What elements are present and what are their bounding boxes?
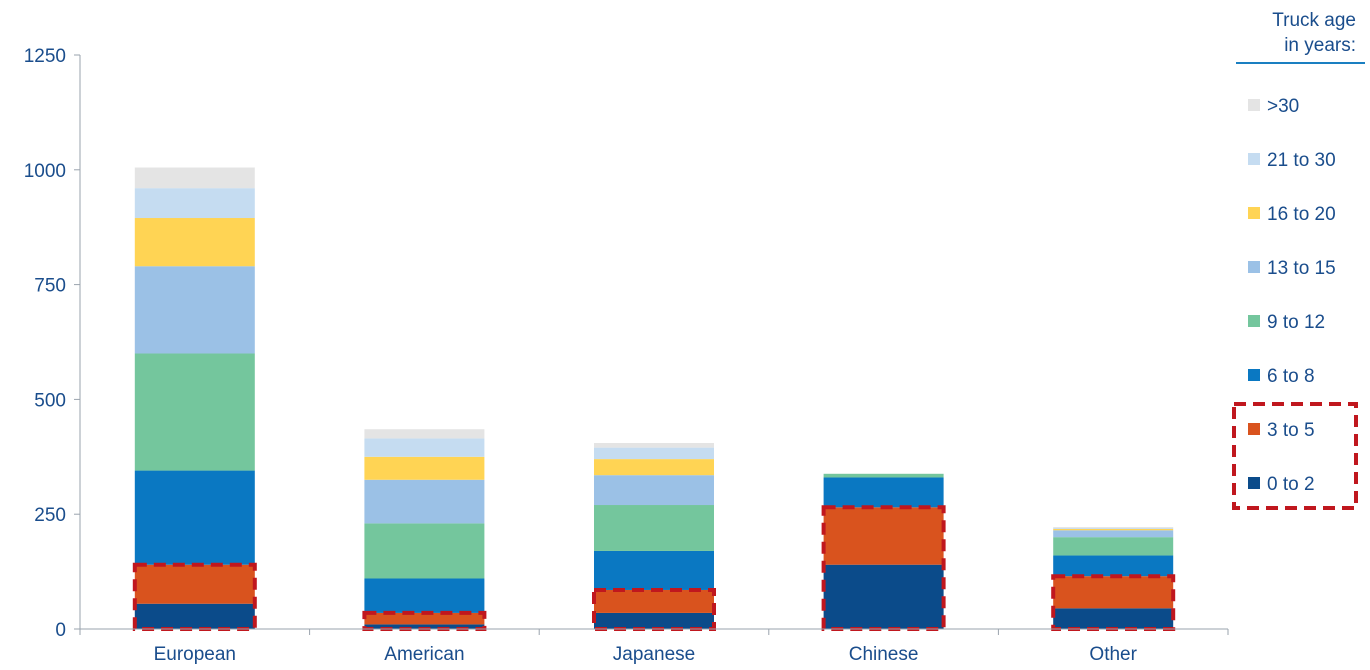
legend-label-16-to-20: 16 to 20 [1267, 204, 1336, 225]
category-label-american: American [384, 644, 464, 665]
bar-japanese-over-30 [594, 443, 714, 448]
highlight-box-european [132, 562, 257, 631]
legend-label-9-to-12: 9 to 12 [1267, 312, 1325, 333]
bar-european-13-to-15 [134, 266, 255, 354]
bar-japanese-21-to-30 [594, 447, 714, 460]
legend-swatch-0-to-2 [1248, 477, 1260, 489]
y-tick-label-0: 0 [55, 620, 66, 641]
legend-swatch-6-to-8 [1248, 369, 1260, 381]
bar-chinese-9-to-12 [823, 473, 944, 478]
bar-other-16-to-20 [1053, 528, 1174, 531]
bar-japanese-6-to-8 [594, 550, 714, 590]
bar-other-13-to-15 [1053, 530, 1174, 538]
category-label-other: Other [1089, 644, 1137, 665]
category-label-european: European [154, 644, 236, 665]
category-label-chinese: Chinese [849, 644, 919, 665]
bar-european-6-to-8 [134, 470, 255, 565]
legend-swatch-over-30 [1248, 99, 1260, 111]
legend: Truck age in years: >30 21 to 30 16 to 20 13 … [1232, 10, 1365, 510]
bar-other-3-to-5 [1053, 576, 1174, 609]
legend-swatch-3-to-5 [1248, 423, 1260, 435]
bar-chinese-3-to-5 [823, 507, 944, 565]
legend-label-13-to-15: 13 to 15 [1267, 258, 1336, 279]
legend-label-6-to-8: 6 to 8 [1267, 366, 1315, 387]
bar-other-9-to-12 [1053, 537, 1174, 556]
legend-highlight-box [1232, 402, 1358, 510]
bar-other-0-to-2 [1053, 608, 1174, 629]
bar-japanese-3-to-5 [594, 589, 714, 613]
bar-japanese-13-to-15 [594, 475, 714, 506]
y-tick-label-1250: 1250 [24, 46, 66, 67]
bar-japanese-0-to-2 [594, 612, 714, 629]
legend-label-0-to-2: 0 to 2 [1267, 474, 1315, 495]
legend-label-21-to-30: 21 to 30 [1267, 150, 1336, 171]
legend-label-over-30: >30 [1267, 96, 1299, 117]
bar-european-0-to-2 [134, 603, 255, 629]
bar-european-16-to-20 [134, 218, 255, 267]
bar-european-9-to-12 [134, 353, 255, 471]
bar-american-0-to-2 [364, 624, 485, 629]
bar-american-over-30 [364, 429, 485, 439]
bar-american-21-to-30 [364, 438, 485, 457]
bar-european-3-to-5 [134, 564, 255, 604]
y-tick-label-1000: 1000 [24, 161, 66, 182]
bar-american-16-to-20 [364, 456, 485, 480]
bar-japanese-16-to-20 [594, 459, 714, 476]
bar-european-over-30 [134, 167, 255, 189]
bar-american-9-to-12 [364, 523, 485, 579]
legend-title-line-1: Truck age [1272, 10, 1356, 31]
bar-american-6-to-8 [364, 578, 485, 613]
bar-chinese-0-to-2 [823, 564, 944, 629]
legend-swatch-16-to-20 [1248, 207, 1260, 219]
bar-european-21-to-30 [134, 188, 255, 219]
legend-title-line-2: in years: [1284, 35, 1356, 56]
bar-other-over-30 [1053, 527, 1174, 528]
y-tick-label-250: 250 [34, 505, 66, 526]
bar-other-6-to-8 [1053, 555, 1174, 577]
bar-other-21-to-30 [1053, 527, 1174, 529]
bar-american-13-to-15 [364, 479, 485, 524]
y-tick-label-500: 500 [34, 390, 66, 411]
legend-swatch-21-to-30 [1248, 153, 1260, 165]
axes-layer: European American Japanese Chinese Other 0 250… [24, 46, 1229, 665]
highlight-box-chinese [821, 505, 946, 632]
bar-chinese-6-to-8 [823, 477, 944, 508]
bar-american-3-to-5 [364, 612, 485, 625]
y-tick-label-750: 750 [34, 276, 66, 297]
legend-swatch-13-to-15 [1248, 261, 1260, 273]
bars-layer [134, 167, 1174, 629]
legend-label-3-to-5: 3 to 5 [1267, 420, 1315, 441]
bar-japanese-9-to-12 [594, 505, 714, 551]
legend-swatch-9-to-12 [1248, 315, 1260, 327]
category-label-japanese: Japanese [613, 644, 695, 665]
